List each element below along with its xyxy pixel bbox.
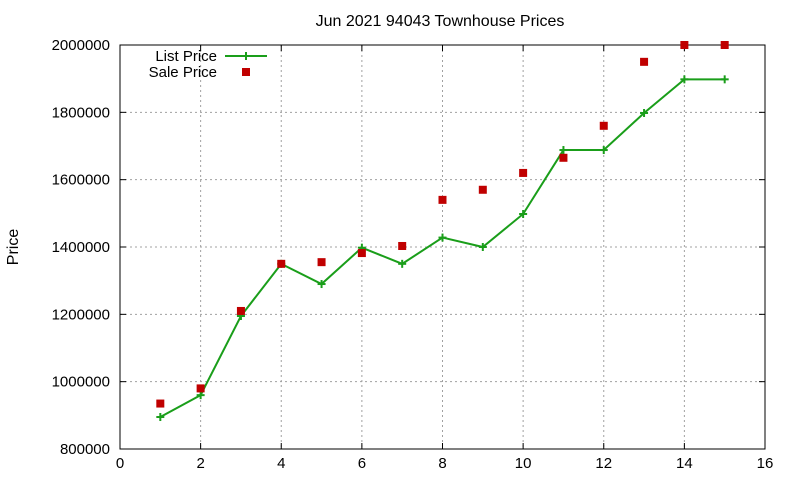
data-point <box>720 75 729 84</box>
legend-square-swatch <box>242 68 250 76</box>
legend-label: Sale Price <box>149 64 217 81</box>
series-1 <box>156 41 729 408</box>
data-point <box>196 384 205 393</box>
data-point <box>599 146 608 155</box>
y-tick-label: 1000000 <box>52 374 110 391</box>
data-point <box>478 185 487 194</box>
y-tick-label: 1600000 <box>52 172 110 189</box>
data-point <box>640 109 649 118</box>
y-tick-label: 1400000 <box>52 239 110 256</box>
chart-title: Jun 2021 94043 Townhouse Prices <box>316 13 565 30</box>
data-point <box>357 249 366 258</box>
x-tick-label: 6 <box>358 455 366 472</box>
x-tick-label: 8 <box>438 455 446 472</box>
x-tick-label: 12 <box>595 455 612 472</box>
data-point <box>317 280 326 289</box>
y-axis-label: Price <box>5 229 22 266</box>
data-point <box>438 233 447 242</box>
data-point <box>398 259 407 268</box>
data-point <box>277 259 286 268</box>
x-tick-label: 0 <box>116 455 124 472</box>
data-point <box>640 57 649 66</box>
data-point <box>156 399 165 408</box>
y-tick-label: 1200000 <box>52 306 110 323</box>
data-point <box>317 258 326 267</box>
x-tick-label: 16 <box>757 455 774 472</box>
x-tick-label: 10 <box>515 455 532 472</box>
x-tick-label: 2 <box>196 455 204 472</box>
data-point <box>478 243 487 251</box>
y-tick-label: 2000000 <box>52 37 110 54</box>
y-tick-label: 800000 <box>60 441 110 458</box>
grid <box>120 45 765 449</box>
data-point <box>559 146 568 155</box>
data-point <box>680 41 689 49</box>
data-point <box>438 195 447 204</box>
data-point <box>236 306 245 315</box>
legend-marker <box>242 52 250 60</box>
data-point <box>398 241 407 250</box>
legend-label: List Price <box>155 48 217 65</box>
series <box>156 41 729 422</box>
ticks: 0 2 4 6 8 10 12 14 16 800000 1000000 1200000 1400000… <box>52 37 774 472</box>
data-point <box>519 168 528 177</box>
series-0 <box>156 75 729 422</box>
data-point <box>559 153 568 162</box>
data-point <box>680 75 689 84</box>
x-tick-label: 4 <box>277 455 285 472</box>
data-point <box>156 413 165 422</box>
x-tick-label: 14 <box>676 455 693 472</box>
y-tick-label: 1800000 <box>52 104 110 121</box>
data-point <box>599 121 608 130</box>
data-point <box>196 391 205 400</box>
data-point <box>519 210 528 219</box>
data-point <box>720 41 729 49</box>
